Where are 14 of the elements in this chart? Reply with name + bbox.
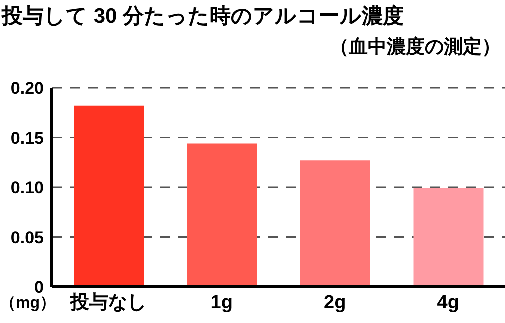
- y-tick-label: 0.20: [10, 79, 44, 98]
- x-tick-label: 投与なし: [70, 291, 147, 314]
- chart-subtitle: （血中濃度の測定）: [330, 36, 501, 60]
- bar: [187, 144, 258, 287]
- x-tick-label: 2g: [324, 292, 346, 314]
- chart-title: 投与して 30 分たった時のアルコール濃度: [2, 4, 404, 30]
- x-tick-label: 1g: [210, 292, 233, 314]
- bar: [74, 106, 144, 287]
- y-tick-label: 0.05: [10, 228, 44, 248]
- bar: [300, 160, 370, 287]
- bar: [414, 188, 484, 287]
- y-tick-label: 0.10: [10, 178, 44, 198]
- y-tick-label: 0.15: [10, 128, 44, 148]
- x-tick-label: 4g: [437, 292, 460, 314]
